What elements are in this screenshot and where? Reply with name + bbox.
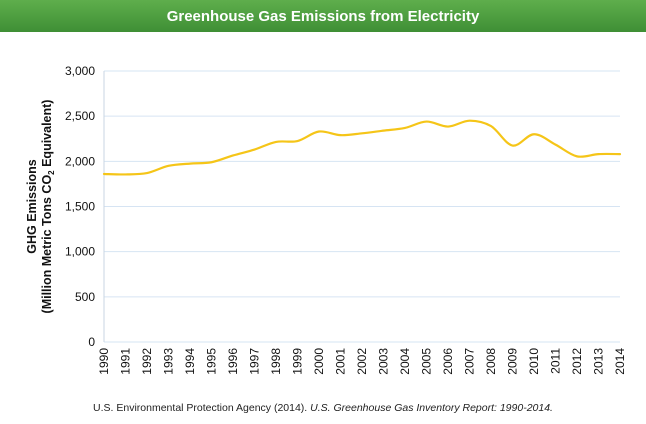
- x-tick-label: 2006: [441, 348, 455, 375]
- caption-source: U.S. Environmental Protection Agency (20…: [93, 402, 308, 414]
- chart-title: Greenhouse Gas Emissions from Electricit…: [166, 7, 480, 25]
- x-tick-label: 1992: [140, 348, 154, 375]
- line-chart: 0 500 1,000 1,500 2,000 2,500 3,000 1990 1991 199…: [25, 64, 627, 375]
- x-tick-label: 2007: [463, 348, 477, 375]
- y-tick-label: 0: [88, 335, 95, 349]
- y-tick-label: 1,500: [65, 200, 95, 214]
- x-tick-label: 1993: [162, 348, 176, 375]
- source-caption: U.S. Environmental Protection Agency (20…: [0, 402, 646, 414]
- x-tick-label: 1990: [97, 348, 111, 375]
- y-tick-label: 500: [75, 290, 95, 304]
- y-tick-label: 1,000: [65, 245, 95, 259]
- chart-title-banner: Greenhouse Gas Emissions from Electricit…: [0, 0, 646, 32]
- x-tick-label: 2010: [527, 348, 541, 375]
- x-tick-label: 1999: [291, 348, 305, 375]
- x-tick-label: 2005: [420, 348, 434, 375]
- y-tick-label: 2,000: [65, 154, 95, 168]
- x-tick-label: 1994: [183, 348, 197, 375]
- x-tick-label: 1996: [226, 348, 240, 375]
- x-tick-label: 2000: [312, 348, 326, 375]
- x-tick-label: 2012: [570, 348, 584, 375]
- x-tick-label: 2014: [613, 348, 627, 375]
- x-tick-label: 1991: [119, 348, 133, 375]
- x-tick-label: 2013: [592, 348, 606, 375]
- x-tick-label: 2008: [484, 348, 498, 375]
- x-tick-label: 1995: [205, 348, 219, 375]
- y-tick-label: 2,500: [65, 109, 95, 123]
- x-tick-label: 2011: [549, 348, 563, 374]
- x-tick-label: 2002: [355, 348, 369, 375]
- y-tick-label: 3,000: [65, 64, 95, 78]
- x-tick-label: 2001: [334, 348, 348, 375]
- emissions-line: [102, 119, 622, 176]
- y-axis-label-line2: (Million Metric Tons CO2 Equivalent): [40, 100, 56, 314]
- x-tick-label: 2003: [377, 348, 391, 375]
- x-tick-label: 1997: [248, 348, 262, 375]
- x-tick-label: 1998: [269, 348, 283, 375]
- y-axis-label: GHG Emissions (Million Metric Tons CO2 Eq…: [25, 100, 56, 314]
- caption-report: U.S. Greenhouse Gas Inventory Report: 19…: [310, 402, 553, 414]
- x-tick-label: 2009: [506, 348, 520, 375]
- y-axis-label-line1: GHG Emissions: [25, 159, 39, 254]
- x-tick-label: 2004: [398, 348, 412, 375]
